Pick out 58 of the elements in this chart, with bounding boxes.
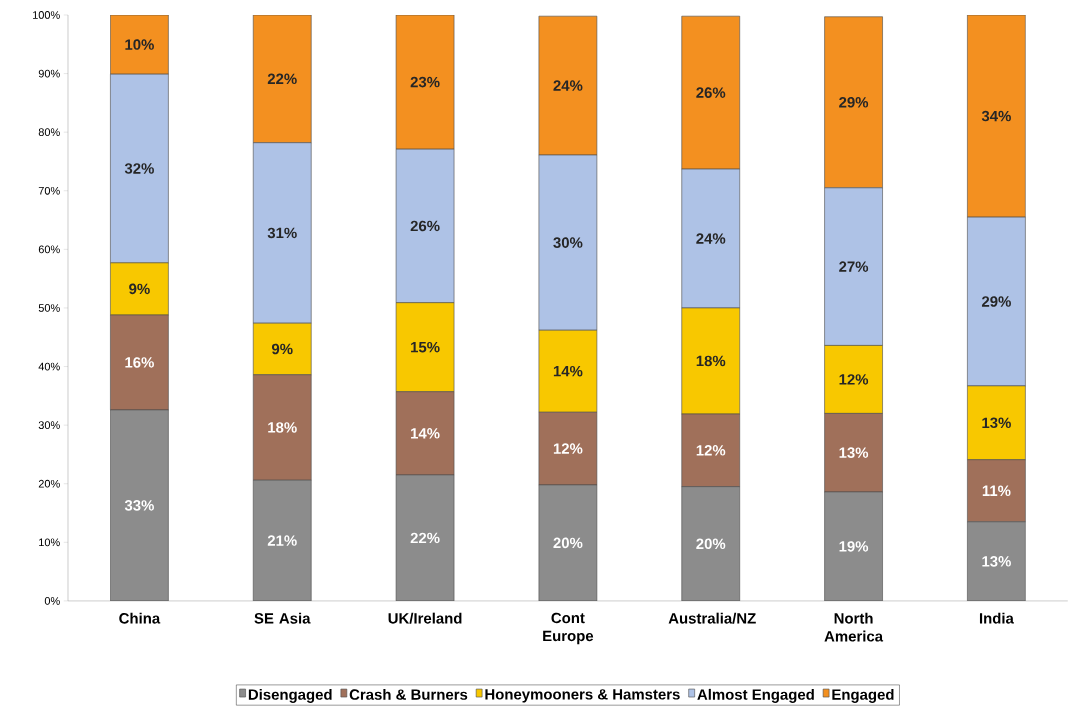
- data-label: 12%: [553, 443, 583, 454]
- y-tick-label: 60%: [38, 245, 60, 254]
- y-tick-label: 10%: [39, 538, 60, 547]
- data-label: 26%: [410, 220, 440, 232]
- data-label: 9%: [129, 283, 150, 295]
- y-tick-label: 0%: [44, 597, 60, 605]
- data-label: 20%: [553, 537, 583, 549]
- legend-label: Crash & Burners: [349, 688, 468, 700]
- data-label: 14%: [411, 428, 440, 439]
- data-label: 12%: [696, 445, 726, 456]
- data-label: 22%: [410, 532, 440, 544]
- y-tick-label: 20%: [38, 479, 60, 488]
- data-label: 19%: [839, 541, 869, 552]
- x-tick-label: North America: [824, 612, 884, 642]
- data-label: 18%: [268, 422, 297, 433]
- data-label: 13%: [982, 417, 1011, 429]
- x-tick-label: Cont Europe: [543, 612, 594, 645]
- data-label: 22%: [267, 73, 297, 85]
- data-label: 20%: [696, 538, 726, 550]
- data-label: 31%: [267, 227, 297, 239]
- data-label: 10%: [125, 39, 154, 50]
- data-label: 24%: [696, 233, 726, 244]
- data-label: 13%: [839, 447, 869, 459]
- x-tick-label: SE Asia: [254, 612, 311, 624]
- data-label: 15%: [411, 341, 440, 353]
- y-tick-label: 40%: [38, 362, 60, 371]
- data-label: 11%: [982, 485, 1011, 497]
- data-label: 18%: [696, 355, 726, 367]
- x-tick-label: Australia/NZ: [668, 612, 756, 624]
- data-label: 23%: [410, 76, 440, 88]
- data-label: 13%: [982, 556, 1011, 567]
- legend-label: Engaged: [832, 688, 894, 703]
- data-label: 34%: [981, 110, 1011, 122]
- legend-label: Disengaged: [248, 688, 332, 703]
- data-label: 12%: [839, 374, 869, 385]
- data-label: 30%: [553, 237, 583, 248]
- y-tick-label: 80%: [38, 128, 60, 137]
- y-tick-label: 90%: [38, 69, 60, 78]
- x-tick-label: India: [979, 612, 1014, 624]
- y-tick-label: 50%: [38, 304, 60, 312]
- data-label: 29%: [981, 296, 1011, 307]
- data-label: 16%: [125, 357, 154, 368]
- data-label: 21%: [267, 535, 297, 546]
- data-label: 32%: [124, 163, 154, 174]
- y-tick-label: 100%: [33, 11, 60, 19]
- y-tick-label: 70%: [38, 186, 60, 195]
- data-label: 33%: [124, 500, 154, 511]
- y-tick-label: 30%: [38, 421, 60, 430]
- data-label: 27%: [839, 261, 869, 272]
- data-label: 9%: [271, 343, 293, 355]
- legend-label: Almost Engaged: [697, 688, 814, 703]
- x-tick-label: China: [119, 612, 161, 624]
- x-tick-label: UK/Ireland: [388, 612, 462, 624]
- data-label: 26%: [696, 87, 726, 98]
- data-label: 14%: [553, 366, 583, 377]
- data-label: 24%: [553, 80, 583, 91]
- data-label: 29%: [839, 97, 869, 108]
- legend-label: Honeymooners & Hamsters: [485, 689, 680, 703]
